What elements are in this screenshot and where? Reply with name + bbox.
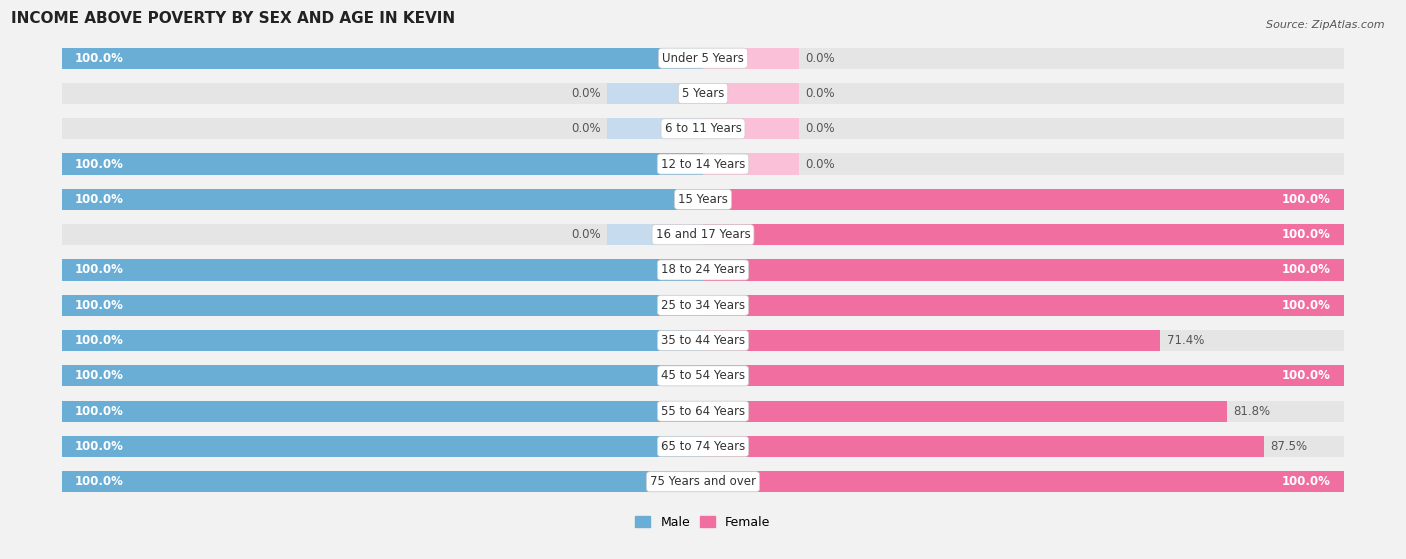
Text: 100.0%: 100.0% [1282, 263, 1331, 277]
Bar [703, 189, 1344, 210]
Bar [703, 83, 799, 104]
Text: 100.0%: 100.0% [75, 158, 124, 170]
Text: 100.0%: 100.0% [75, 193, 124, 206]
Bar [607, 118, 703, 139]
Bar [703, 330, 1160, 351]
Text: INCOME ABOVE POVERTY BY SEX AND AGE IN KEVIN: INCOME ABOVE POVERTY BY SEX AND AGE IN K… [11, 11, 456, 26]
Text: 0.0%: 0.0% [806, 122, 835, 135]
Bar [62, 154, 703, 174]
Text: 100.0%: 100.0% [75, 334, 124, 347]
Bar [703, 295, 1344, 316]
Bar [62, 330, 703, 351]
Bar [703, 48, 1344, 69]
Bar [703, 471, 1344, 492]
Text: 25 to 34 Years: 25 to 34 Years [661, 299, 745, 312]
Bar [703, 436, 1344, 457]
Bar [62, 48, 703, 69]
Bar [62, 295, 703, 316]
Text: 100.0%: 100.0% [75, 369, 124, 382]
Bar [62, 401, 703, 421]
Text: 16 and 17 Years: 16 and 17 Years [655, 228, 751, 241]
Text: 0.0%: 0.0% [571, 122, 600, 135]
Bar [62, 365, 703, 386]
Text: 100.0%: 100.0% [1282, 193, 1331, 206]
Text: 18 to 24 Years: 18 to 24 Years [661, 263, 745, 277]
Bar [703, 224, 1344, 245]
Text: 87.5%: 87.5% [1270, 440, 1308, 453]
Text: 0.0%: 0.0% [806, 158, 835, 170]
Text: 0.0%: 0.0% [571, 228, 600, 241]
Bar [703, 118, 799, 139]
Bar [703, 295, 1344, 316]
Bar [703, 259, 1344, 281]
Bar [62, 436, 703, 457]
Bar [62, 189, 703, 210]
Text: 100.0%: 100.0% [75, 475, 124, 488]
Text: 75 Years and over: 75 Years and over [650, 475, 756, 488]
Text: 65 to 74 Years: 65 to 74 Years [661, 440, 745, 453]
Bar [703, 365, 1344, 386]
Text: 0.0%: 0.0% [806, 87, 835, 100]
Bar [62, 471, 703, 492]
Bar [62, 48, 703, 69]
Text: 100.0%: 100.0% [1282, 369, 1331, 382]
Bar [703, 154, 799, 174]
Bar [62, 330, 703, 351]
Bar [62, 471, 703, 492]
Bar [703, 259, 1344, 281]
Text: 35 to 44 Years: 35 to 44 Years [661, 334, 745, 347]
Bar [62, 401, 703, 421]
Text: 81.8%: 81.8% [1233, 405, 1271, 418]
Text: 0.0%: 0.0% [571, 87, 600, 100]
Bar [62, 259, 703, 281]
Bar [62, 118, 703, 139]
Bar [62, 295, 703, 316]
Bar [703, 471, 1344, 492]
Text: Source: ZipAtlas.com: Source: ZipAtlas.com [1267, 20, 1385, 30]
Bar [607, 83, 703, 104]
Text: 71.4%: 71.4% [1167, 334, 1204, 347]
Bar [703, 154, 1344, 174]
Text: 12 to 14 Years: 12 to 14 Years [661, 158, 745, 170]
Text: 100.0%: 100.0% [75, 51, 124, 65]
Bar [703, 365, 1344, 386]
Text: 45 to 54 Years: 45 to 54 Years [661, 369, 745, 382]
Bar [62, 154, 703, 174]
Bar [62, 365, 703, 386]
Bar [703, 48, 799, 69]
Text: 15 Years: 15 Years [678, 193, 728, 206]
Bar [703, 118, 1344, 139]
Bar [703, 83, 1344, 104]
Text: 6 to 11 Years: 6 to 11 Years [665, 122, 741, 135]
Text: 100.0%: 100.0% [1282, 299, 1331, 312]
Text: 100.0%: 100.0% [75, 440, 124, 453]
Bar [703, 401, 1344, 421]
Bar [703, 330, 1344, 351]
Bar [62, 189, 703, 210]
Bar [62, 259, 703, 281]
Text: Under 5 Years: Under 5 Years [662, 51, 744, 65]
Legend: Male, Female: Male, Female [630, 511, 776, 534]
Bar [607, 224, 703, 245]
Bar [62, 83, 703, 104]
Bar [703, 401, 1227, 421]
Text: 100.0%: 100.0% [75, 299, 124, 312]
Text: 100.0%: 100.0% [75, 405, 124, 418]
Text: 100.0%: 100.0% [1282, 228, 1331, 241]
Text: 5 Years: 5 Years [682, 87, 724, 100]
Bar [62, 224, 703, 245]
Bar [62, 436, 703, 457]
Text: 100.0%: 100.0% [1282, 475, 1331, 488]
Text: 100.0%: 100.0% [75, 263, 124, 277]
Bar [703, 189, 1344, 210]
Bar [703, 224, 1344, 245]
Text: 55 to 64 Years: 55 to 64 Years [661, 405, 745, 418]
Bar [703, 436, 1264, 457]
Text: 0.0%: 0.0% [806, 51, 835, 65]
